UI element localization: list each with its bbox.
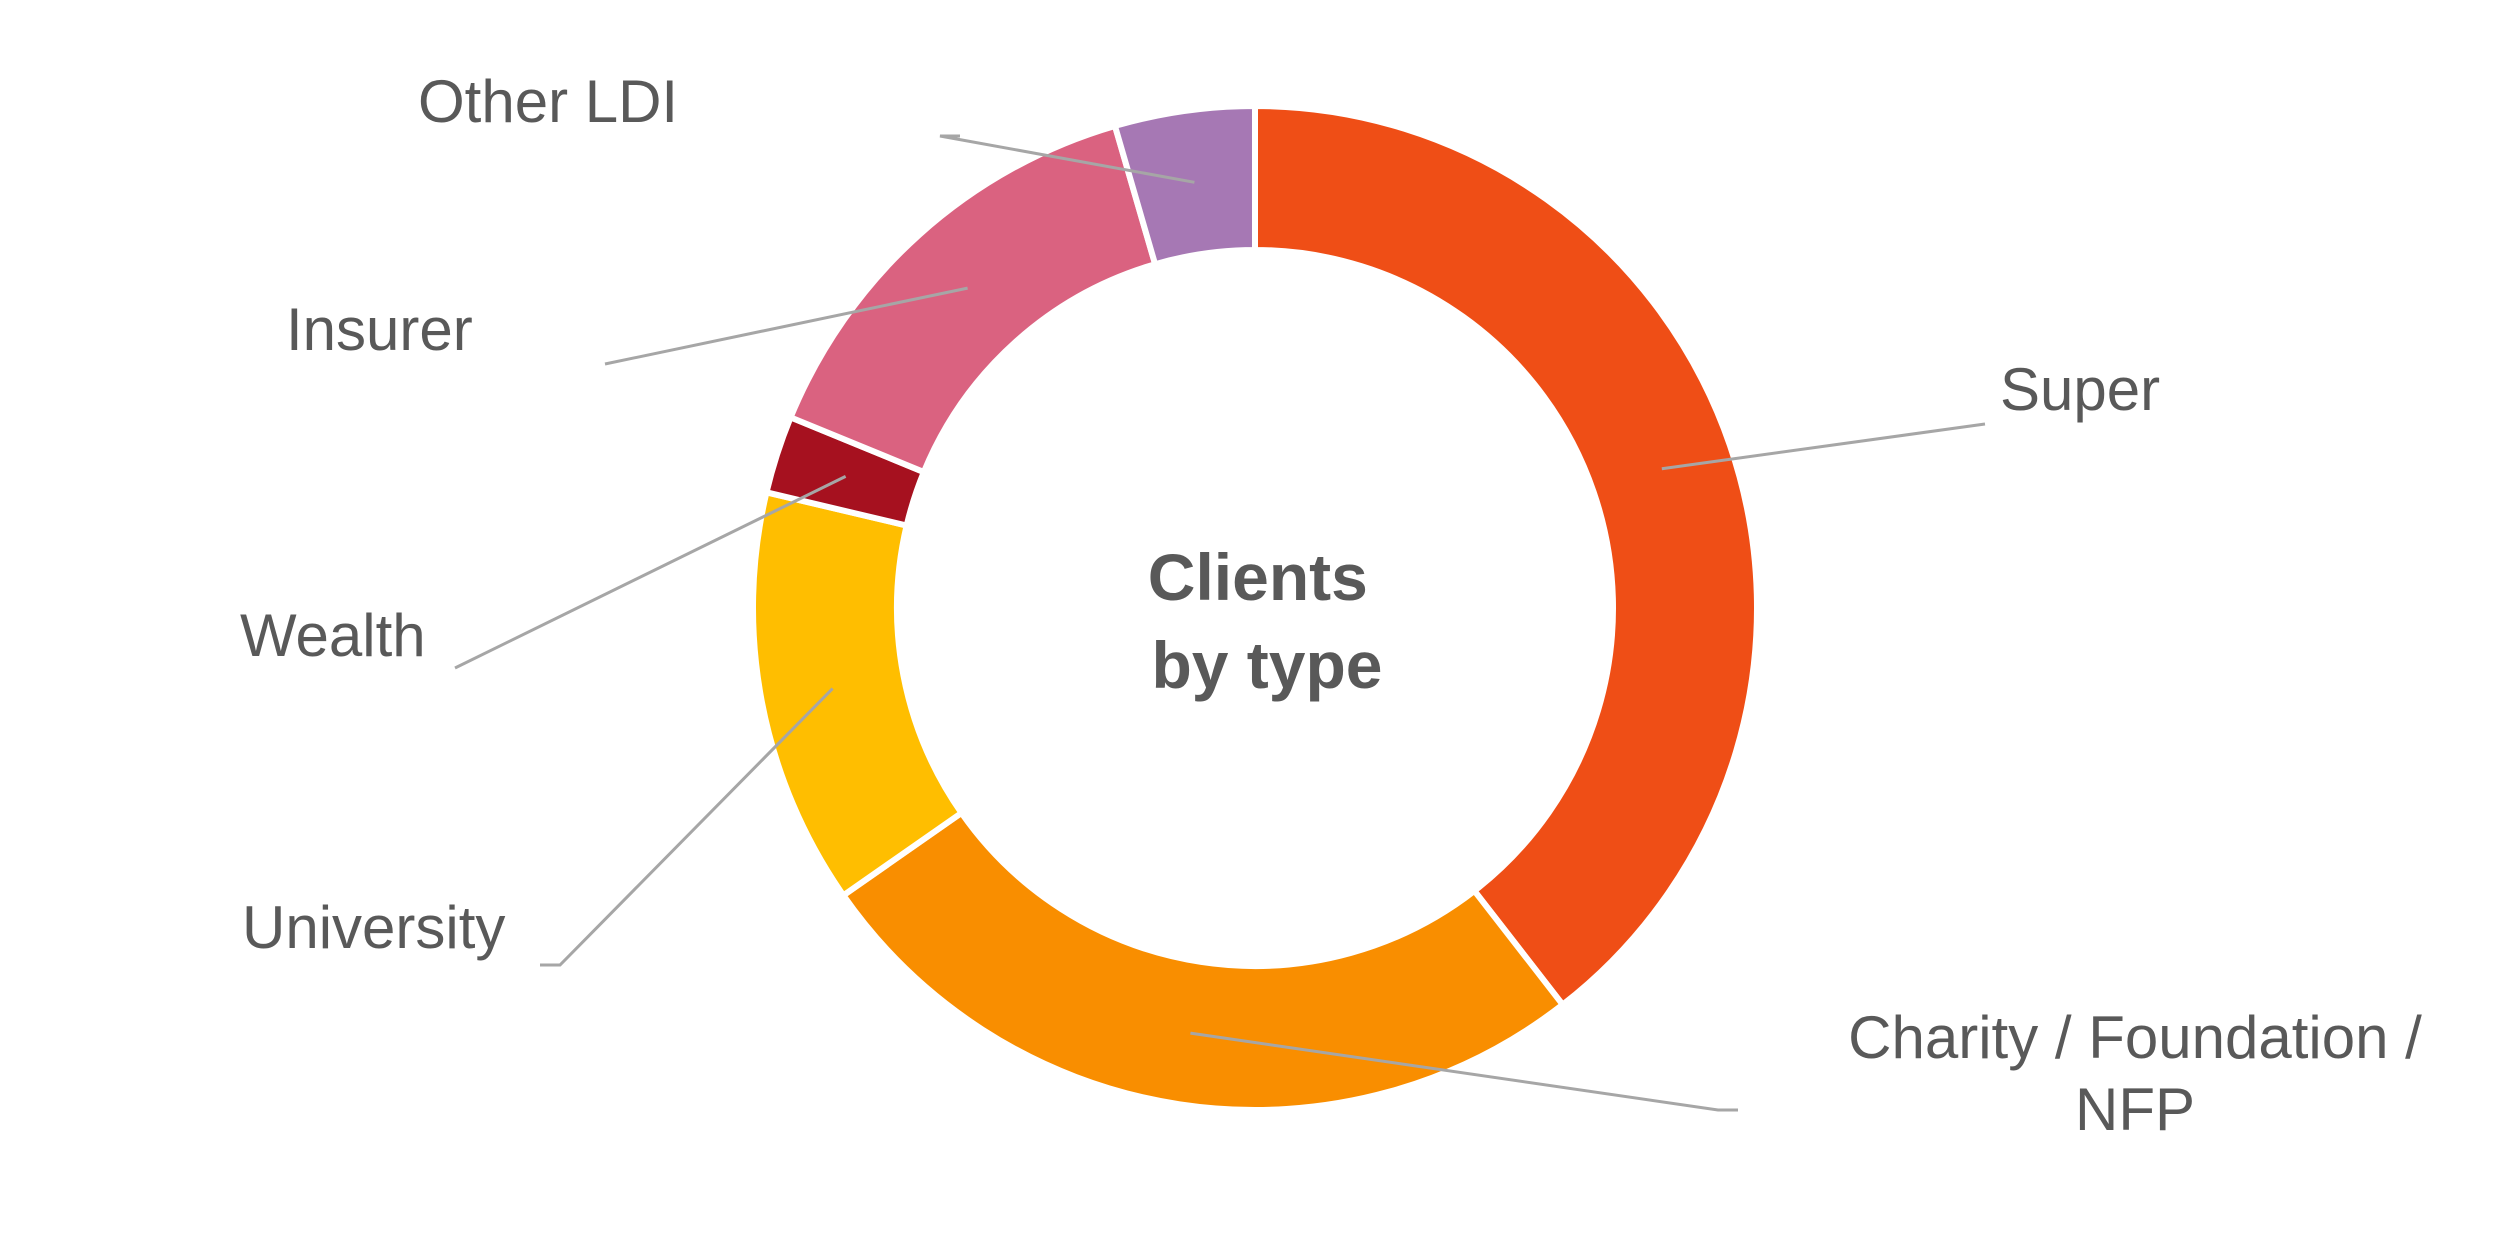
leader-line — [454, 475, 847, 670]
leader-line — [1190, 1031, 1738, 1112]
leader-line — [1661, 422, 1986, 471]
slice-label: University — [242, 894, 505, 961]
leader-lines — [454, 134, 1986, 1112]
slice-label: Wealth — [240, 602, 426, 669]
leader-line — [540, 687, 834, 967]
chart-title-line-1: Clients — [1148, 540, 1368, 614]
slice-label-line: Other LDI — [418, 68, 678, 135]
leader-line — [604, 286, 968, 366]
slice-label: Other LDI — [418, 68, 678, 135]
slice-label-line: Charity / Foundation / — [1848, 1004, 2422, 1071]
slice-label-line: University — [242, 894, 505, 961]
slice-label: Insurer — [286, 296, 473, 363]
slice-label-line: Insurer — [286, 296, 473, 363]
slice-charity-foundation-nfp — [839, 808, 1567, 1113]
slice-label-line: Wealth — [240, 602, 426, 669]
donut-slices — [750, 102, 1760, 1113]
slice-label-line: Super — [2000, 356, 2160, 423]
slice-labels: Super Charity / Foundation / NFP University… — [240, 68, 2422, 1143]
slice-label: Charity / Foundation / NFP — [1848, 1004, 2422, 1143]
slice-label-line: NFP — [2075, 1076, 2195, 1143]
leader-line — [939, 134, 1195, 184]
slice-label: Super — [2000, 356, 2160, 423]
slice-university — [750, 488, 966, 900]
chart-title-line-2: by type — [1151, 628, 1382, 702]
slice-other-ldi — [1111, 102, 1258, 268]
slice-super — [1252, 102, 1760, 1009]
slice-insurer — [786, 122, 1159, 476]
chart-title: Clients by type — [1148, 540, 1386, 702]
